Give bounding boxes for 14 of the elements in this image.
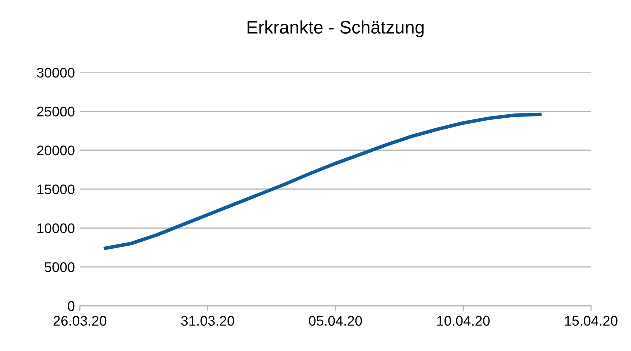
y-tick-label: 25000 [37, 106, 75, 117]
x-tick-label: 10.04.20 [438, 316, 490, 326]
x-tick-label: 05.04.20 [309, 316, 362, 326]
y-tick-label: 5000 [44, 262, 75, 272]
y-tick-label: 30000 [37, 68, 75, 78]
y-tick-label: 20000 [37, 146, 75, 156]
x-tick-label: 26.03.20 [54, 316, 107, 326]
x-tick-label: 31.03.20 [181, 316, 234, 326]
chart-title: Erkrankte - Schätzung [248, 20, 424, 38]
y-tick-label: 0 [68, 301, 75, 312]
y-tick-label: 15000 [38, 184, 75, 195]
x-tick-label: 15.04.20 [565, 316, 618, 326]
line-series [104, 112, 542, 250]
y-tick-label: 10000 [38, 224, 75, 234]
